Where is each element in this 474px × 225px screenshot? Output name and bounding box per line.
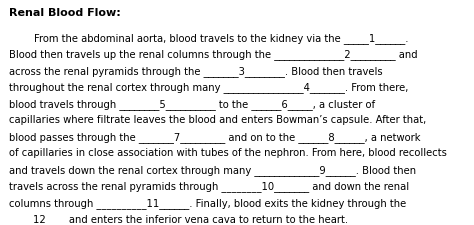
Text: throughout the renal cortex through many ________________4_______. From there,: throughout the renal cortex through many… — [9, 82, 408, 93]
Text: across the renal pyramids through the _______3________. Blood then travels: across the renal pyramids through the __… — [9, 65, 382, 76]
Text: blood travels through ________5__________ to the ______6_____, a cluster of: blood travels through ________5_________… — [9, 98, 374, 109]
Text: capillaries where filtrate leaves the blood and enters Bowman’s capsule. After t: capillaries where filtrate leaves the bl… — [9, 115, 426, 125]
Text: Blood then travels up the renal columns through the ______________2_________ and: Blood then travels up the renal columns … — [9, 49, 417, 60]
Text: and travels down the renal cortex through many _____________9______. Blood then: and travels down the renal cortex throug… — [9, 164, 416, 175]
Text: travels across the renal pyramids through ________10_______ and down the renal: travels across the renal pyramids throug… — [9, 180, 409, 191]
Text: _____12____ and enters the inferior vena cava to return to the heart.: _____12____ and enters the inferior vena… — [9, 213, 349, 224]
Text: From the abdominal aorta, blood travels to the kidney via the _____1______.: From the abdominal aorta, blood travels … — [9, 33, 408, 43]
Text: blood passes through the _______7_________ and on to the ______8______, a networ: blood passes through the _______7_______… — [9, 131, 420, 142]
Text: of capillaries in close association with tubes of the nephron. From here, blood : of capillaries in close association with… — [9, 148, 447, 157]
Text: Renal Blood Flow:: Renal Blood Flow: — [9, 8, 120, 18]
Text: columns through __________11______. Finally, blood exits the kidney through the: columns through __________11______. Fina… — [9, 197, 406, 208]
